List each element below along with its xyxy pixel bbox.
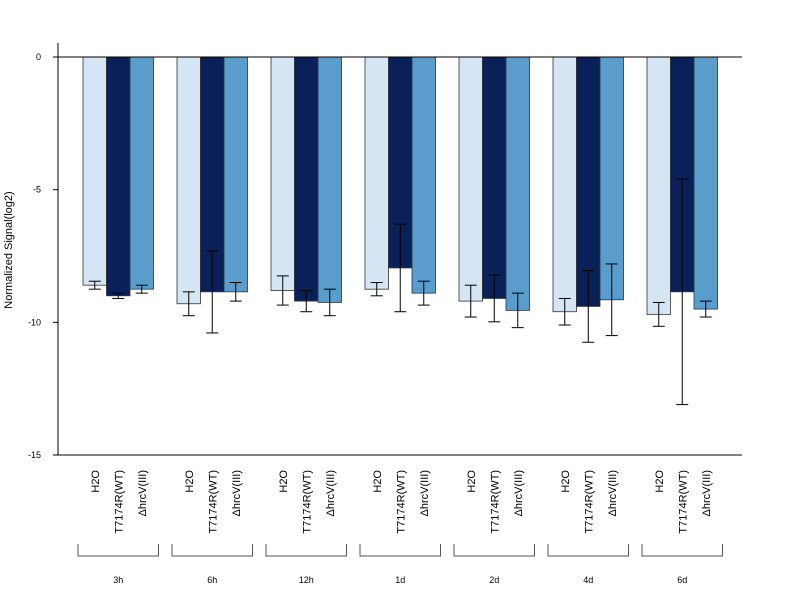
group-bracket xyxy=(547,544,629,557)
group-bracket xyxy=(359,544,441,557)
bar xyxy=(106,56,131,297)
bar xyxy=(129,56,154,290)
group-label: 1d xyxy=(395,575,405,585)
bar xyxy=(411,56,436,294)
category-label: T7174R(WT) xyxy=(583,470,595,534)
category-label: ΔhrcV(III) xyxy=(419,470,431,516)
category-label: T7174R(WT) xyxy=(489,470,501,534)
y-tick-label: -15 xyxy=(28,450,41,460)
category-label: ΔhrcV(III) xyxy=(231,470,243,516)
group-label: 6d xyxy=(677,575,687,585)
bar xyxy=(294,56,319,302)
group-label: 12h xyxy=(299,575,314,585)
category-label: ΔhrcV(III) xyxy=(513,470,525,516)
category-label: H2O xyxy=(372,470,384,493)
bar xyxy=(552,56,577,313)
category-label: H2O xyxy=(90,470,102,493)
bar xyxy=(82,56,107,286)
category-label: ΔhrcV(III) xyxy=(701,470,713,516)
group-bracket xyxy=(453,544,535,557)
bar xyxy=(364,56,389,290)
bar xyxy=(482,56,507,299)
category-label: T7174R(WT) xyxy=(677,470,689,534)
y-tick-label: -10 xyxy=(28,317,41,327)
bar xyxy=(176,56,201,305)
category-label: H2O xyxy=(184,470,196,493)
bar xyxy=(646,56,671,315)
group-label: 6h xyxy=(207,575,217,585)
category-label: ΔhrcV(III) xyxy=(325,470,337,516)
y-tick-label: 0 xyxy=(36,52,41,62)
category-label: H2O xyxy=(278,470,290,493)
category-label: ΔhrcV(III) xyxy=(137,470,149,516)
y-tick-label: -5 xyxy=(33,185,41,195)
group-label: 2d xyxy=(489,575,499,585)
category-label: T7174R(WT) xyxy=(207,470,219,534)
y-axis-title: Normalized Signal(log2) xyxy=(3,191,15,308)
category-label: T7174R(WT) xyxy=(113,470,125,534)
category-label: H2O xyxy=(466,470,478,493)
category-label: T7174R(WT) xyxy=(395,470,407,534)
group-label: 3h xyxy=(113,575,123,585)
category-label: H2O xyxy=(560,470,572,493)
group-label: 4d xyxy=(583,575,593,585)
group-bracket xyxy=(265,544,347,557)
bar xyxy=(576,56,601,307)
bar xyxy=(458,56,483,302)
group-bracket xyxy=(77,544,159,557)
category-label: H2O xyxy=(654,470,666,493)
category-label: T7174R(WT) xyxy=(301,470,313,534)
bar xyxy=(505,56,530,311)
bar xyxy=(599,56,624,301)
category-label: ΔhrcV(III) xyxy=(607,470,619,516)
bar xyxy=(270,56,295,291)
bar xyxy=(693,56,718,310)
group-bracket xyxy=(641,544,723,557)
bar xyxy=(223,56,248,293)
bar xyxy=(317,56,342,303)
group-bracket xyxy=(171,544,253,557)
plot-area: 0 -5 -10 -15 H2O T7174R(WT) ΔhrcV(III) 3h H2O T71… xyxy=(28,43,742,585)
